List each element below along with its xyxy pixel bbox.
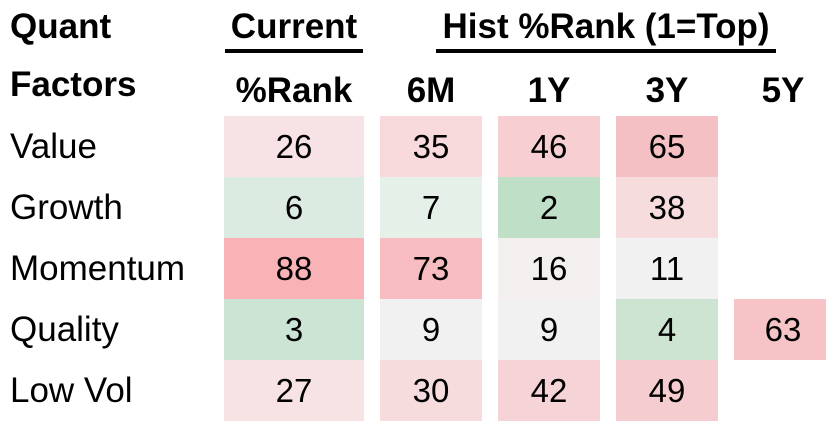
current-group-header: Current [224, 7, 364, 66]
cell-growth-5y [734, 177, 826, 238]
cell-momentum-3y: 11 [616, 238, 718, 299]
cell-growth-current: 6 [224, 177, 364, 238]
row-label-momentum: Momentum [10, 248, 186, 288]
cell-momentum-1y: 16 [498, 238, 600, 299]
cell-value-5y [734, 116, 826, 177]
column-header-6m: 6M [406, 71, 456, 110]
row-label-low-vol: Low Vol [10, 370, 133, 410]
table-grid: Quant Current Hist %Rank (1=Top) Factors… [4, 7, 826, 421]
cell-value-6m: 35 [380, 116, 482, 177]
cell-quality-6m: 9 [380, 299, 482, 360]
column-header-1y: 1Y [527, 71, 571, 110]
cell-low-vol-3y: 49 [616, 360, 718, 421]
cell-quality-3y: 4 [616, 299, 718, 360]
cell-quality-1y: 9 [498, 299, 600, 360]
column-header-5y: 5Y [761, 71, 805, 110]
cell-low-vol-1y: 42 [498, 360, 600, 421]
column-header-percent-rank: %Rank [235, 71, 353, 110]
column-header-3y: 3Y [645, 71, 689, 110]
current-group-header-label: Current [224, 7, 364, 53]
cell-growth-3y: 38 [616, 177, 718, 238]
hist-group-header-label: Hist %Rank (1=Top) [436, 7, 776, 53]
row-label-quality: Quality [10, 309, 119, 349]
cell-growth-1y: 2 [498, 177, 600, 238]
table-title-line1: Quant [10, 7, 112, 46]
cell-value-3y: 65 [616, 116, 718, 177]
cell-quality-5y: 63 [734, 299, 826, 360]
cell-low-vol-6m: 30 [380, 360, 482, 421]
cell-low-vol-5y [734, 360, 826, 421]
cell-low-vol-current: 27 [224, 360, 364, 421]
hist-group-header: Hist %Rank (1=Top) [380, 7, 826, 66]
cell-momentum-current: 88 [224, 238, 364, 299]
table-title-line2: Factors [10, 65, 137, 104]
cell-momentum-5y [734, 238, 826, 299]
row-label-value: Value [10, 126, 97, 166]
cell-quality-current: 3 [224, 299, 364, 360]
cell-value-current: 26 [224, 116, 364, 177]
cell-momentum-6m: 73 [380, 238, 482, 299]
row-label-growth: Growth [10, 187, 123, 227]
cell-growth-6m: 7 [380, 177, 482, 238]
cell-value-1y: 46 [498, 116, 600, 177]
